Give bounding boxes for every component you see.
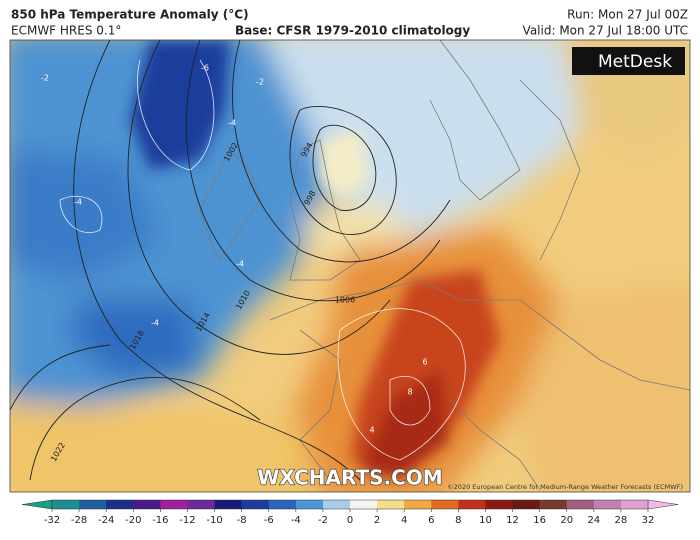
colorbar-tick-label: 12 (506, 515, 519, 526)
base: Base: CFSR 1979-2010 climatology (235, 24, 470, 38)
colorbar-tick-label: -2 (318, 515, 328, 526)
contour-label: -4 (151, 319, 159, 328)
colorbar-segment (214, 500, 242, 509)
colorbar-segment (160, 500, 188, 509)
colorbar-tick-label: -8 (237, 515, 247, 526)
colorbar-segment (79, 500, 107, 509)
colorbar-tick-label: 0 (347, 515, 353, 526)
colorbar-segment (295, 500, 324, 509)
contour-label: -2 (41, 74, 49, 83)
contour-label: 1006 (335, 296, 355, 305)
colorbar-tick-label: 2 (374, 515, 380, 526)
colorbar-tick-label: -20 (125, 515, 141, 526)
colorbar-end-right (647, 499, 679, 510)
colorbar-tick-label: 6 (428, 515, 434, 526)
run: Run: Mon 27 Jul 00Z (567, 8, 688, 22)
isobars (10, 40, 451, 481)
colorbar-tick-label: -16 (152, 515, 168, 526)
logo-box (572, 47, 685, 75)
colorbar-tick-label: 28 (615, 515, 628, 526)
title: 850 hPa Temperature Anomaly (°C) (11, 8, 249, 22)
contour-label: 6 (422, 358, 427, 367)
valid: Valid: Mon 27 Jul 18:00 UTC (523, 24, 688, 38)
colorbar-tick-label: 16 (533, 515, 546, 526)
colorbar-segment (106, 500, 134, 509)
colorbar-segment (52, 500, 80, 509)
contour-label: 4 (369, 426, 374, 435)
colorbar-tick-label: -24 (98, 515, 114, 526)
colorbar-tick-label: 8 (455, 515, 461, 526)
colorbar-segment (485, 500, 513, 509)
contour-label: -6 (201, 64, 209, 73)
colorbar-segment (512, 500, 540, 509)
colorbar-segment (241, 500, 270, 509)
colorbar-segment (133, 500, 161, 509)
model: ECMWF HRES 0.1° (11, 24, 121, 38)
colorbar-tick-label: -32 (44, 515, 60, 526)
colorbar-segment (350, 500, 378, 509)
colorbar-tick-label: 10 (479, 515, 492, 526)
watermark: WXCHARTS.COM (257, 466, 442, 490)
colorbar-segment (620, 500, 649, 509)
colorbar-tick-label: -10 (206, 515, 222, 526)
contour-label: -4 (228, 119, 236, 128)
colorbar-segment (431, 500, 459, 509)
colorbar-tick-label: -12 (179, 515, 195, 526)
colorbar-tick-label: 24 (587, 515, 600, 526)
colorbar-tick-label: 4 (401, 515, 407, 526)
map-frame (9, 39, 691, 493)
colorbar-segment (566, 500, 595, 509)
contour-label: -4 (236, 260, 244, 269)
colorbar-segment (539, 500, 568, 509)
colorbar-tick-label: -6 (264, 515, 274, 526)
contour-label: -2 (256, 78, 264, 87)
colorbar: -32 -28 -24 -20 -16 -12 -10 -8 -6 -4 -2 0 2 4 6 8 10 12 16… (21, 499, 679, 526)
colorbar-tick-label: 20 (560, 515, 573, 526)
coastlines (199, 40, 690, 491)
colorbar-segment (268, 500, 297, 509)
colorbar-segment (593, 500, 622, 509)
colorbar-segment (458, 500, 486, 509)
colorbar-segment (187, 500, 215, 509)
colorbar-segment (377, 500, 405, 509)
colorbar-tick-label: -28 (71, 515, 87, 526)
contour-label: -4 (74, 198, 82, 207)
colorbar-end-left (21, 499, 53, 510)
copyright: ©2020 European Centre for Medium-Range W… (447, 483, 683, 491)
logo: MetDesk (598, 52, 672, 72)
colorbar-segment (404, 500, 432, 509)
colorbar-tick-label: -4 (291, 515, 301, 526)
colorbar-segment (322, 500, 351, 509)
contour-label: 8 (407, 388, 412, 397)
colorbar-tick-label: 32 (642, 515, 655, 526)
